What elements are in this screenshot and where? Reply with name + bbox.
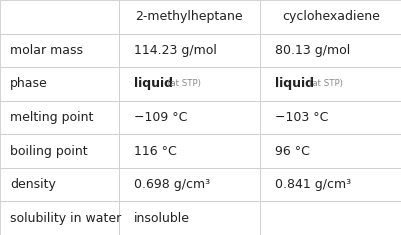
Bar: [118, 67, 259, 101]
Bar: [0, 34, 118, 67]
Bar: [0, 101, 118, 134]
Bar: [259, 201, 401, 235]
Text: cyclohexadiene: cyclohexadiene: [282, 10, 379, 23]
Text: phase: phase: [10, 77, 48, 90]
Text: melting point: melting point: [10, 111, 93, 124]
Text: insoluble: insoluble: [134, 212, 189, 225]
Text: 116 °C: 116 °C: [134, 145, 176, 158]
Text: 96 °C: 96 °C: [275, 145, 310, 158]
Bar: [0, 201, 118, 235]
Text: (at STP): (at STP): [308, 79, 342, 88]
Bar: [0, 67, 118, 101]
Text: 0.698 g/cm³: 0.698 g/cm³: [134, 178, 209, 191]
Bar: [118, 201, 259, 235]
Text: liquid: liquid: [134, 77, 172, 90]
Bar: [259, 67, 401, 101]
Text: liquid: liquid: [275, 77, 314, 90]
Text: density: density: [10, 178, 56, 191]
Text: 80.13 g/mol: 80.13 g/mol: [275, 44, 350, 57]
Bar: [259, 34, 401, 67]
Text: 2-methylheptane: 2-methylheptane: [135, 10, 243, 23]
Text: (at STP): (at STP): [167, 79, 200, 88]
Bar: [118, 168, 259, 201]
Text: −109 °C: −109 °C: [134, 111, 187, 124]
Bar: [0, 168, 118, 201]
Bar: [118, 101, 259, 134]
Bar: [259, 134, 401, 168]
Bar: [0, 0, 118, 34]
Text: molar mass: molar mass: [10, 44, 83, 57]
Text: 114.23 g/mol: 114.23 g/mol: [134, 44, 216, 57]
Bar: [0, 134, 118, 168]
Text: boiling point: boiling point: [10, 145, 87, 158]
Bar: [118, 34, 259, 67]
Bar: [259, 0, 401, 34]
Bar: [118, 0, 259, 34]
Text: −103 °C: −103 °C: [275, 111, 328, 124]
Text: 0.841 g/cm³: 0.841 g/cm³: [275, 178, 350, 191]
Bar: [259, 168, 401, 201]
Bar: [118, 134, 259, 168]
Text: solubility in water: solubility in water: [10, 212, 121, 225]
Bar: [259, 101, 401, 134]
